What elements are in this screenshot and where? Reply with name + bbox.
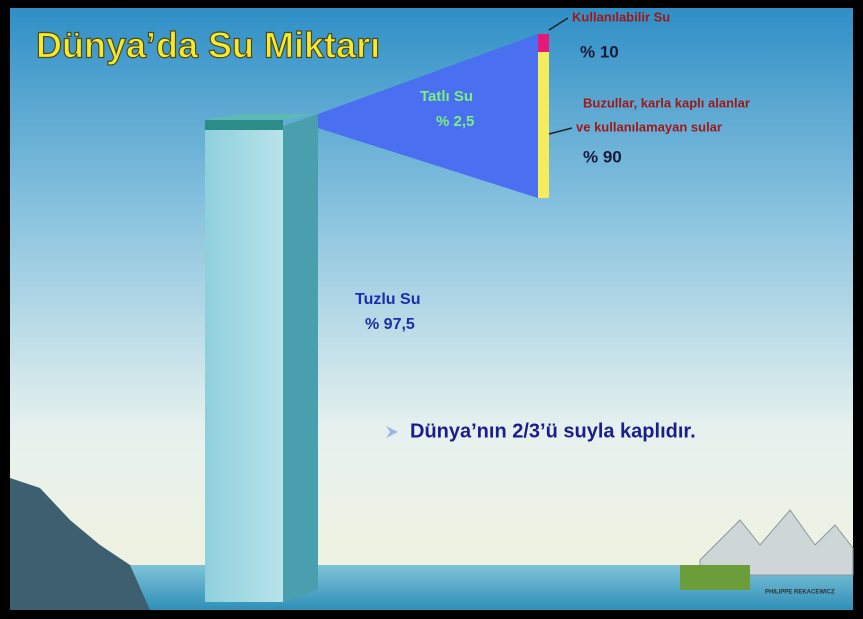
- cliff: [10, 478, 150, 610]
- column-cap: [205, 120, 283, 130]
- unusable-label: Buzullar, karla kaplı alanlar: [583, 95, 750, 110]
- column-top: [205, 114, 318, 120]
- unusable-label: ve kullanılamayan sular: [576, 119, 722, 134]
- title: Dünya’da Su Miktarı: [36, 25, 380, 66]
- arrow: [548, 127, 573, 135]
- usable-share: % 10: [580, 42, 619, 61]
- unusable-share: % 90: [583, 147, 622, 166]
- mountains: [699, 509, 854, 576]
- usable-bar: [538, 34, 549, 52]
- note: Dünya’nın 2/3’ü suyla kaplıdır.: [410, 420, 696, 442]
- salt-share: % 97,5: [365, 316, 415, 333]
- salt-label: Tuzlu Su: [355, 291, 420, 308]
- arrow: [548, 17, 569, 31]
- trees: [680, 565, 750, 590]
- fresh-share: % 2,5: [436, 113, 474, 130]
- fresh-label: Tatlı Su: [420, 88, 473, 105]
- credit: PHILIPPE REKACEWICZ: [765, 590, 835, 596]
- unusable-bar: [538, 52, 549, 198]
- bullet: [386, 426, 398, 438]
- column-side: [283, 114, 318, 602]
- funnel: [318, 34, 538, 198]
- usable-label: Kullanılabilir Su: [572, 9, 670, 24]
- column-front: [205, 130, 283, 602]
